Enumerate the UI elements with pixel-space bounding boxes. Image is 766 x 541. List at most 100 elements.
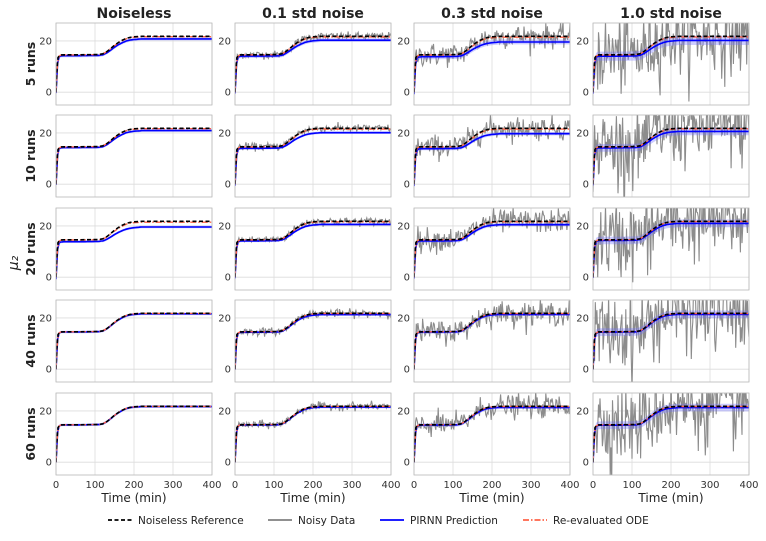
x-axis-label: Time (min) — [100, 491, 166, 505]
noisy-data-line — [593, 115, 749, 197]
plot-area — [593, 393, 749, 475]
panel-frame — [592, 392, 750, 476]
pirnn-uncertainty-band — [593, 403, 749, 467]
x-tick-label: 300 — [521, 480, 540, 491]
pirnn-prediction-line — [235, 39, 391, 94]
noiseless-reference-line — [414, 35, 570, 93]
plot-area — [593, 23, 749, 102]
y-tick-label: 20 — [39, 221, 52, 232]
panel-r1-c1: 0 20 — [39, 22, 213, 106]
x-tick-label: 200 — [482, 480, 501, 491]
x-tick-label: 200 — [661, 480, 680, 491]
panel-r4-c1: 0 20 — [39, 299, 213, 383]
panel-frame — [592, 22, 750, 106]
pirnn-prediction-line — [56, 38, 212, 94]
panel-r3-c4: 0 20 — [576, 207, 750, 291]
y-tick-label: 20 — [397, 221, 410, 232]
y-tick-label: 0 — [404, 88, 410, 99]
row-label: 5 runs — [23, 42, 38, 86]
noisy-data-line — [593, 23, 749, 102]
plot-area — [593, 300, 749, 382]
plot-area — [56, 127, 212, 187]
noiseless-reference-line — [593, 35, 749, 93]
plot-area — [56, 312, 212, 371]
y-tick-label: 20 — [397, 128, 410, 139]
noiseless-reference-line — [593, 405, 749, 463]
y-tick-label: 0 — [225, 458, 231, 469]
legend: Noiseless Reference Noisy Data PIRNN Predi… — [108, 515, 649, 527]
plot-area — [235, 307, 391, 371]
panel-r3-c2: 0 20 — [218, 207, 392, 291]
y-tick-label: 0 — [225, 273, 231, 284]
row-label: 10 runs — [23, 129, 38, 182]
panel-r2-c1: 0 20 — [39, 114, 213, 198]
panel-r4-c3: 0 20 — [397, 299, 571, 383]
noisy-data-line — [593, 300, 749, 382]
plot-area — [414, 393, 570, 465]
y-tick-label: 20 — [218, 406, 231, 417]
x-tick-label: 400 — [739, 480, 758, 491]
y-tick-label: 0 — [583, 88, 589, 99]
y-tick-label: 20 — [576, 36, 589, 47]
y-tick-label: 0 — [225, 365, 231, 376]
noiseless-reference-line — [56, 405, 212, 463]
plot-area — [593, 208, 749, 283]
row-label: 20 runs — [23, 222, 38, 275]
x-tick-label: 400 — [202, 480, 221, 491]
y-tick-label: 0 — [46, 273, 52, 284]
noiseless-reference-line — [56, 35, 212, 93]
y-tick-label: 0 — [46, 180, 52, 191]
plot-area — [235, 30, 391, 96]
x-tick-label: 100 — [622, 480, 641, 491]
y-tick-label: 20 — [218, 221, 231, 232]
pirnn-prediction-line — [235, 131, 391, 186]
legend-entry-label: Re-evaluated ODE — [553, 515, 649, 527]
panel-r3-c1: 0 20 — [39, 207, 213, 291]
y-tick-label: 0 — [404, 458, 410, 469]
x-tick-label: 300 — [342, 480, 361, 491]
noiseless-reference-line — [593, 312, 749, 370]
plot-area — [414, 208, 570, 280]
y-tick-label: 0 — [225, 88, 231, 99]
panel-r2-c4: 0 20 — [576, 114, 750, 198]
y-tick-label: 20 — [218, 313, 231, 324]
y-tick-label: 20 — [397, 406, 410, 417]
y-tick-label: 20 — [576, 313, 589, 324]
panel-frame — [55, 207, 213, 291]
y-tick-label: 0 — [46, 458, 52, 469]
panel-r1-c2: 0 20 — [218, 22, 392, 106]
panel-frame — [413, 299, 571, 383]
panel-r2-c2: 0 20 — [218, 114, 392, 198]
noiseless-reference-line — [593, 220, 749, 278]
y-tick-label: 0 — [225, 180, 231, 191]
pirnn-prediction-line — [56, 226, 212, 280]
y-tick-label: 0 — [404, 180, 410, 191]
plot-area — [414, 23, 570, 97]
y-tick-label: 20 — [218, 128, 231, 139]
y-tick-label: 20 — [576, 128, 589, 139]
x-tick-label: 0 — [590, 480, 596, 491]
x-tick-label: 100 — [85, 480, 104, 491]
noiseless-reference-line — [414, 405, 570, 463]
pirnn-uncertainty-band — [593, 127, 749, 190]
legend-entry-label: Noiseless Reference — [138, 515, 244, 527]
y-tick-label: 20 — [576, 221, 589, 232]
panel-frame — [55, 114, 213, 198]
column-title: Noiseless — [97, 6, 172, 22]
plot-area — [414, 300, 570, 372]
panel-r4-c4: 0 20 — [576, 299, 750, 383]
y-tick-label: 20 — [39, 128, 52, 139]
y-tick-label: 0 — [583, 273, 589, 284]
pirnn-prediction-line — [414, 223, 570, 279]
noiseless-reference-line — [414, 127, 570, 185]
panel-frame — [55, 392, 213, 476]
x-tick-label: 100 — [264, 480, 283, 491]
panel-frame — [234, 114, 392, 198]
noiseless-reference-line — [414, 312, 570, 370]
legend-entry-label: Noisy Data — [298, 515, 355, 527]
